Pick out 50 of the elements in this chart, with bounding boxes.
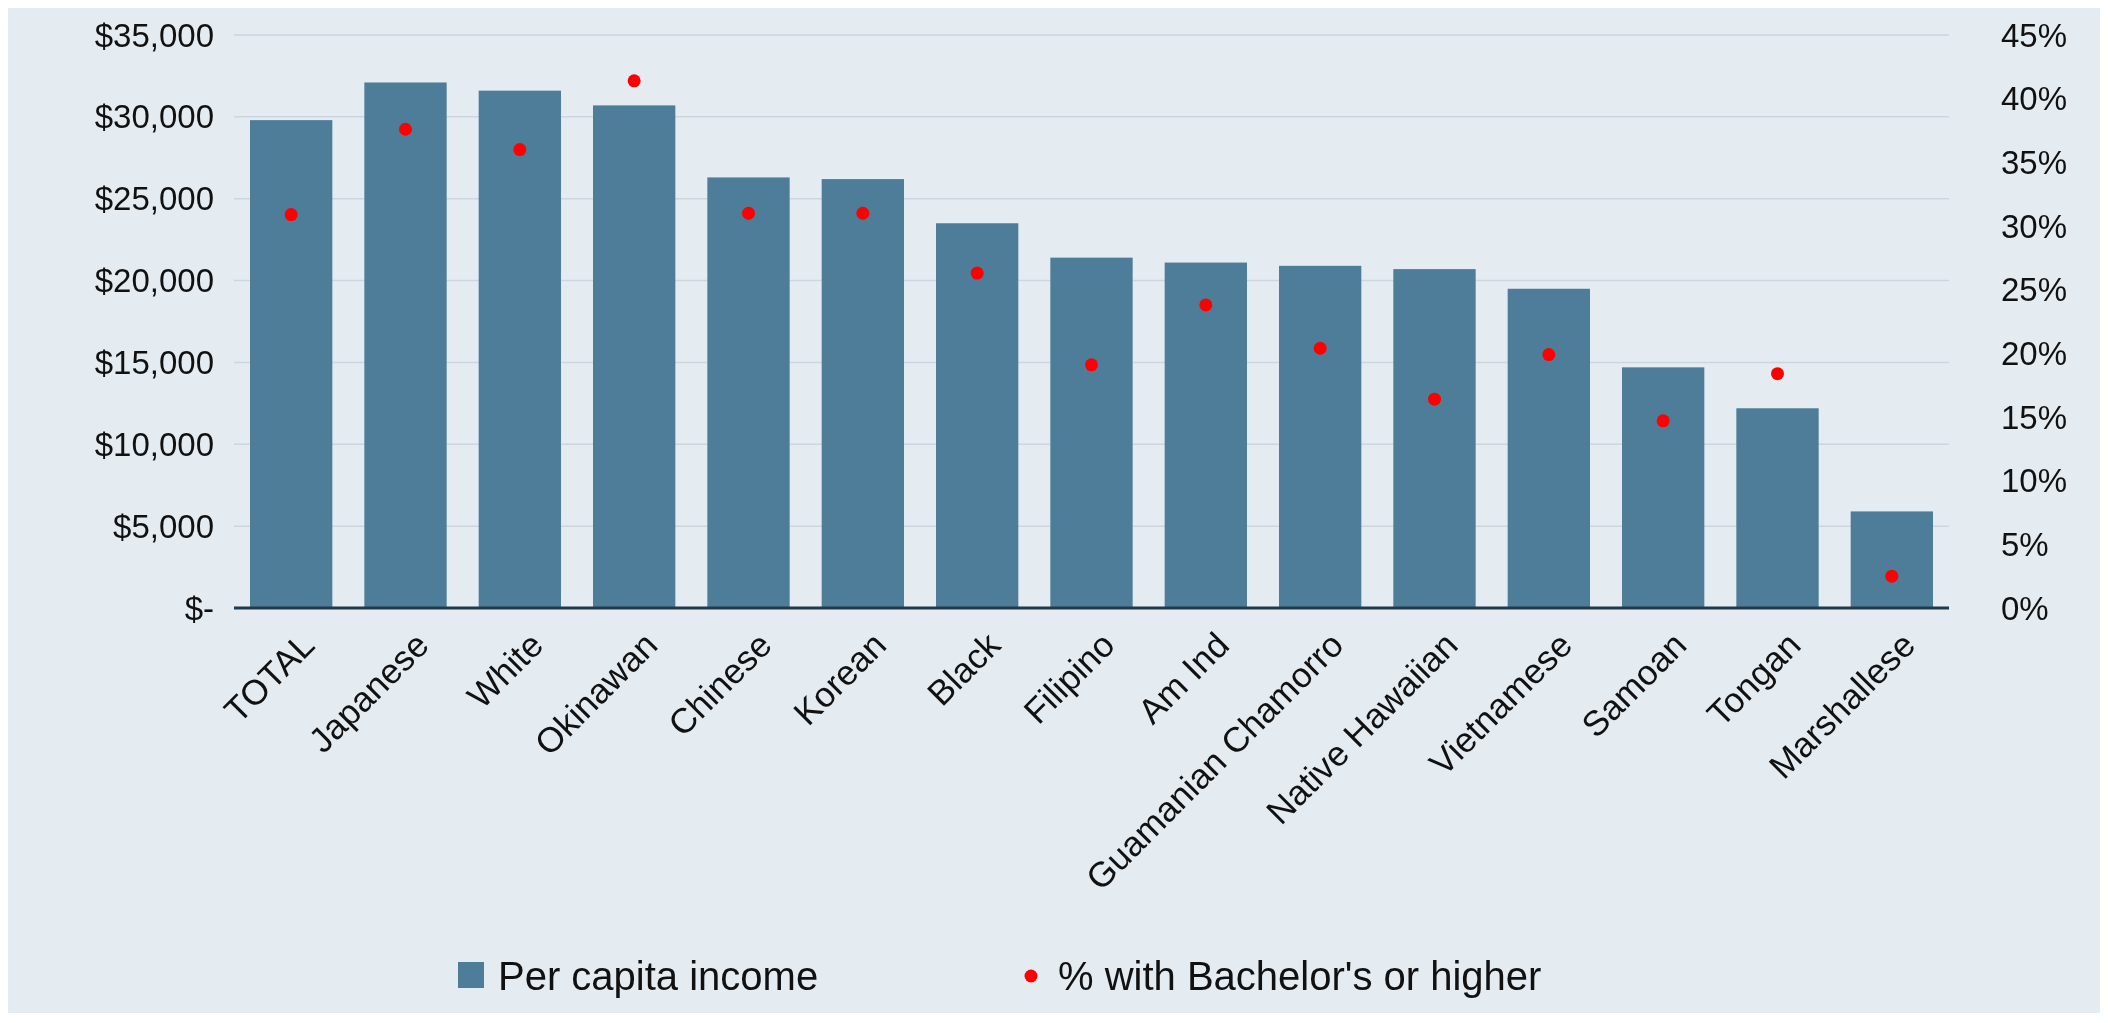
point <box>399 122 412 136</box>
bar <box>1622 367 1705 608</box>
point <box>1428 392 1441 406</box>
bar <box>1736 408 1819 608</box>
bar <box>821 179 904 608</box>
point <box>1885 569 1899 583</box>
point <box>1656 414 1670 428</box>
point <box>284 208 298 222</box>
point <box>1085 358 1098 372</box>
bar <box>1393 269 1476 608</box>
y2-tick-label: 5% <box>2001 525 2049 563</box>
y-tick-label: $- <box>184 589 214 627</box>
y-tick-label: $15,000 <box>94 343 214 381</box>
bar <box>707 177 790 608</box>
y2-tick-label: 25% <box>2001 271 2068 309</box>
y-tick-label: $35,000 <box>94 16 214 54</box>
y2-tick-label: 10% <box>2001 462 2068 500</box>
point <box>856 206 870 220</box>
bar <box>478 90 561 608</box>
bar <box>1050 257 1133 608</box>
bar <box>593 105 676 608</box>
y2-tick-label: 15% <box>2001 398 2068 436</box>
y-tick-label: $5,000 <box>113 507 214 545</box>
y2-tick-label: 0% <box>2001 589 2049 627</box>
y2-tick-label: 30% <box>2001 207 2068 245</box>
bar <box>1507 288 1590 608</box>
point <box>970 266 984 280</box>
y-tick-label: $10,000 <box>94 425 214 463</box>
legend-label: % with Bachelor's or higher <box>1058 954 1542 998</box>
point <box>513 143 527 157</box>
point <box>1542 348 1556 362</box>
y-tick-label: $20,000 <box>94 262 214 300</box>
bar <box>1850 511 1933 608</box>
bar <box>250 120 333 608</box>
y2-tick-label: 40% <box>2001 80 2068 118</box>
y2-tick-label: 45% <box>2001 16 2068 54</box>
bar <box>1279 265 1362 608</box>
y2-tick-label: 20% <box>2001 334 2068 372</box>
y-tick-label: $25,000 <box>94 180 214 218</box>
point <box>1771 367 1784 381</box>
bar <box>364 82 447 608</box>
y2-tick-label: 35% <box>2001 143 2068 181</box>
point <box>1199 298 1213 312</box>
point <box>627 74 641 88</box>
point <box>1313 341 1327 355</box>
bar <box>1164 262 1247 608</box>
bar <box>936 223 1019 608</box>
y-tick-label: $30,000 <box>94 98 214 136</box>
legend-label: Per capita income <box>498 954 819 998</box>
point <box>742 206 755 220</box>
